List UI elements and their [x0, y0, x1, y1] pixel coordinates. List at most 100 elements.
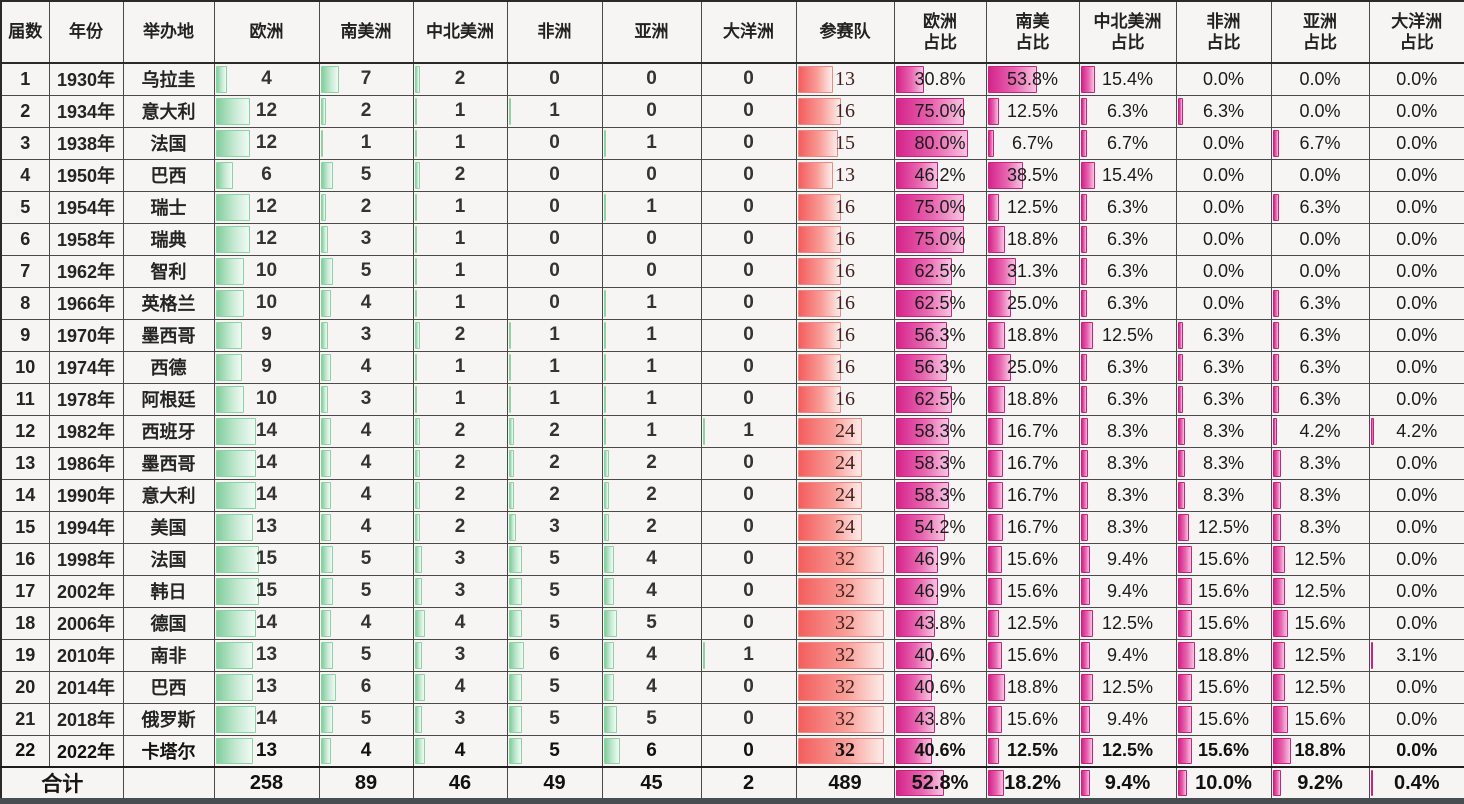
cell-nca: 2 [413, 479, 507, 511]
cell-value: 12.5% [1080, 613, 1176, 634]
cell-teams: 24 [796, 511, 894, 543]
cell-value: 3 [414, 708, 507, 730]
cell-value: 15.6% [1177, 581, 1271, 602]
cell-no: 18 [1, 607, 49, 639]
cell-oce_pct: 0.0% [1369, 191, 1464, 223]
cell-oce: 0 [701, 735, 796, 767]
cell-eur: 10 [214, 255, 319, 287]
cell-sam_pct: 15.6% [986, 703, 1079, 735]
cell-afr: 0 [507, 191, 602, 223]
cell-value: 14 [215, 452, 319, 474]
cell-value: 6.3% [1177, 389, 1271, 410]
cell-oce: 0 [701, 319, 796, 351]
cell-value: 1986年 [50, 450, 123, 476]
cell-value: 7 [320, 68, 413, 90]
cell-eur_pct: 56.3% [894, 319, 986, 351]
cell-oce_pct: 0.0% [1369, 351, 1464, 383]
cell-value: 5 [508, 708, 602, 730]
cell-value: 4 [603, 676, 701, 698]
cell-eur_pct: 43.8% [894, 607, 986, 639]
cell-value: 西德 [124, 354, 214, 380]
cell-value: 1998年 [50, 546, 123, 572]
cell-value: 0 [702, 324, 796, 346]
cell-no: 1 [1, 63, 49, 95]
cell-value: 25.0% [987, 293, 1079, 314]
cell-oce_pct: 0.0% [1369, 479, 1464, 511]
cell-value: 0 [702, 132, 796, 154]
cell-oce: 0 [701, 127, 796, 159]
cell-sam_pct: 38.5% [986, 159, 1079, 191]
cell-value: 8.3% [1272, 485, 1369, 506]
cell-value: 1 [414, 292, 507, 314]
cell-value: 8.3% [1080, 485, 1176, 506]
col-header-no: 届数 [1, 1, 49, 63]
cell-host: 阿根廷 [123, 383, 214, 415]
cell-asia_pct: 6.3% [1271, 383, 1369, 415]
cell-value: 1970年 [50, 322, 123, 348]
cell-value: 0.0% [1177, 133, 1271, 154]
cell-value: 7 [2, 261, 49, 282]
cell-value: 0 [702, 580, 796, 602]
cell-value: 58.3% [895, 485, 986, 506]
cell-nca: 2 [413, 319, 507, 351]
cell-asia: 5 [602, 607, 701, 639]
cell-value: 0 [702, 260, 796, 282]
cell-sam: 7 [319, 63, 413, 95]
cell-year: 1970年 [49, 319, 123, 351]
cell-asia_pct: 8.3% [1271, 479, 1369, 511]
cell-eur: 4 [214, 63, 319, 95]
cell-value: 5 [320, 708, 413, 730]
cell-value: 62.5% [895, 293, 986, 314]
cell-asia: 6 [602, 735, 701, 767]
cell-value: 43.8% [895, 613, 986, 634]
cell-value: 1 [508, 356, 602, 378]
cell-teams: 32 [796, 671, 894, 703]
cell-eur_pct: 75.0% [894, 223, 986, 255]
cell-asia_pct: 15.6% [1271, 703, 1369, 735]
cell-value: 6.3% [1080, 229, 1176, 250]
cell-sam: 89 [319, 767, 413, 801]
cell-value: 32 [797, 676, 894, 699]
cell-value: 0 [702, 100, 796, 122]
cell-no: 14 [1, 479, 49, 511]
cell-oce_pct: 0.0% [1369, 255, 1464, 287]
cell-value: 6.3% [1177, 357, 1271, 378]
cell-value: 0 [702, 612, 796, 634]
cell-oce_pct: 4.2% [1369, 415, 1464, 447]
cell-value: 1 [603, 132, 701, 154]
cell-asia_pct: 18.8% [1271, 735, 1369, 767]
cell-value: 9.4% [1080, 772, 1176, 795]
cell-value: 西班牙 [124, 418, 214, 444]
cell-no: 9 [1, 319, 49, 351]
cell-year: 1958年 [49, 223, 123, 255]
cell-host: 美国 [123, 511, 214, 543]
cell-value: 24 [797, 484, 894, 507]
cell-host: 俄罗斯 [123, 703, 214, 735]
cell-value: 46.9% [895, 549, 986, 570]
cell-sam: 6 [319, 671, 413, 703]
cell-value: 0.0% [1177, 261, 1271, 282]
cell-value: 2 [508, 452, 602, 474]
cell-value: 16 [797, 324, 894, 347]
cell-no: 7 [1, 255, 49, 287]
cell-value: 32 [797, 708, 894, 731]
cell-asia: 1 [602, 287, 701, 319]
cell-value: 1 [414, 356, 507, 378]
cell-value: 16 [797, 356, 894, 379]
cell-value: 6.3% [1177, 325, 1271, 346]
cell-value: 法国 [124, 130, 214, 156]
cell-eur: 13 [214, 511, 319, 543]
cell-value: 45 [603, 772, 701, 795]
cell-value: 24 [797, 452, 894, 475]
cell-value: 0 [603, 260, 701, 282]
cell-value: 8.3% [1177, 421, 1271, 442]
cell-eur_pct: 30.8% [894, 63, 986, 95]
cell-value: 2006年 [50, 610, 123, 636]
cell-eur_pct: 46.9% [894, 575, 986, 607]
cell-asia: 2 [602, 479, 701, 511]
cell-value: 4 [414, 740, 507, 762]
cell-value: 0 [603, 164, 701, 186]
